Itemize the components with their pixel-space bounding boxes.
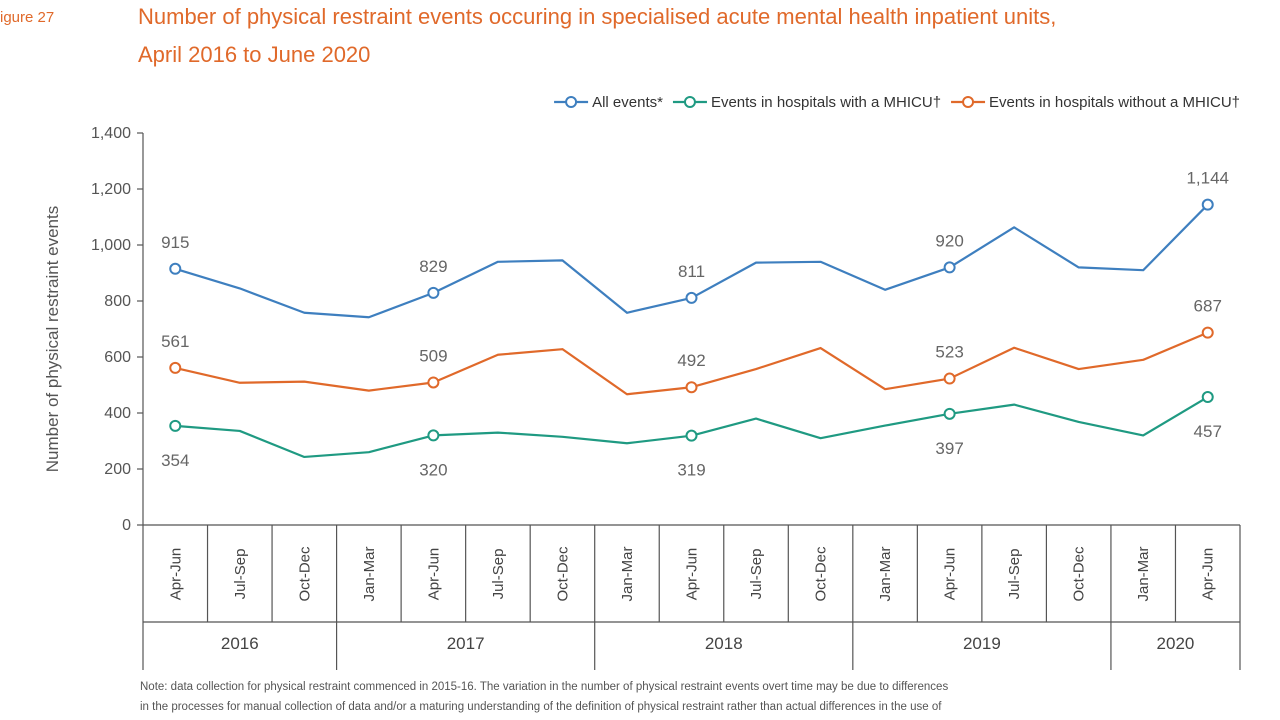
- legend-label-without: Events in hospitals without a MHICU†: [989, 94, 1240, 111]
- x-category-label: Jan-Mar: [619, 546, 636, 601]
- data-label-all: 920: [935, 231, 963, 250]
- legend-label-all: All events*: [592, 94, 663, 111]
- x-category-label: Apr-Jun: [425, 548, 442, 601]
- data-point-with: [943, 407, 956, 420]
- x-category-label: Oct-Dec: [554, 546, 571, 602]
- data-label-all: 811: [678, 262, 705, 281]
- x-category-label: Jan-Mar: [877, 546, 894, 601]
- x-category-label: Jan-Mar: [1135, 546, 1152, 601]
- data-point-all: [943, 261, 956, 274]
- chart-title-line2: April 2016 to June 2020: [138, 42, 370, 67]
- x-category-label: Jul-Sep: [1006, 549, 1023, 600]
- legend: Events in hospitals without a MHICU† Even…: [554, 94, 1240, 111]
- data-point-all: [685, 291, 698, 304]
- y-tick-label: 600: [104, 349, 131, 366]
- data-point-with: [427, 429, 440, 442]
- year-label: 2019: [963, 634, 1001, 653]
- x-category-label: Jul-Sep: [748, 549, 765, 600]
- data-label-with: 320: [419, 460, 447, 479]
- x-axis: Apr-Jun Jul-Sep Oct-Dec Jan-Mar Apr-Jun Jul-S…: [142, 524, 1241, 670]
- year-label: 2016: [221, 634, 259, 653]
- y-axis: 0 200 400 600 800 1,000 1,200 1,400: [91, 125, 144, 534]
- data-label-without: 509: [419, 346, 447, 365]
- y-tick-label: 1,400: [91, 125, 131, 142]
- data-point-with: [685, 429, 698, 442]
- data-label-with: 354: [161, 451, 189, 470]
- x-category-label: Apr-Jun: [942, 548, 959, 601]
- y-tick-label: 0: [122, 517, 131, 534]
- data-point-without: [685, 381, 698, 394]
- x-category-label: Oct-Dec: [813, 546, 830, 602]
- legend-marker-with: [683, 96, 696, 108]
- x-category-label: Oct-Dec: [1071, 546, 1088, 602]
- data-label-without: 561: [161, 332, 189, 351]
- data-label-all: 915: [161, 233, 189, 252]
- data-label-with: 397: [935, 439, 963, 458]
- data-label-without: 492: [677, 351, 705, 370]
- data-point-with: [1201, 391, 1214, 404]
- legend-label-with: Events in hospitals with a MHICU†: [711, 94, 941, 111]
- data-point-without: [1201, 326, 1214, 339]
- x-category-label: Apr-Jun: [167, 548, 184, 601]
- legend-marker-without: [962, 96, 975, 108]
- y-tick-label: 1,200: [91, 181, 131, 198]
- figure-label: igure 27: [0, 9, 54, 26]
- x-category-label: Apr-Jun: [684, 548, 701, 601]
- data-label-with: 319: [677, 461, 705, 480]
- data-label-all: 1,144: [1186, 169, 1229, 188]
- legend-marker-all: [565, 96, 578, 108]
- data-label-all: 829: [419, 257, 447, 276]
- data-point-without: [943, 372, 956, 385]
- y-tick-label: 800: [104, 293, 131, 310]
- x-category-label: Oct-Dec: [296, 546, 313, 602]
- data-point-all: [427, 286, 440, 299]
- data-point-all: [169, 262, 182, 275]
- data-label-without: 523: [935, 343, 963, 362]
- series-line-with: [175, 396, 1209, 459]
- data-point-all: [1201, 198, 1214, 211]
- data-labels: 915 829 811 920 1,144 354 320 319 397 457 561 509 49…: [161, 169, 1229, 480]
- series-layer: [169, 198, 1214, 459]
- data-label-without: 687: [1194, 297, 1222, 316]
- y-tick-label: 200: [104, 461, 131, 478]
- y-axis-label: Number of physical restraint events: [43, 206, 62, 472]
- data-label-with: 457: [1194, 422, 1222, 441]
- data-point-without: [427, 376, 440, 389]
- year-label: 2017: [447, 634, 485, 653]
- data-point-with: [169, 419, 182, 432]
- note-line1: Note: data collection for physical restr…: [140, 681, 948, 693]
- x-category-label: Jul-Sep: [232, 549, 249, 600]
- note-line2: in the processes for manual collection o…: [140, 701, 942, 713]
- year-label: 2020: [1157, 634, 1195, 653]
- x-category-label: Jul-Sep: [490, 549, 507, 600]
- data-point-without: [169, 361, 182, 374]
- x-category-label: Jan-Mar: [361, 546, 378, 601]
- year-label: 2018: [705, 634, 743, 653]
- x-category-label: Apr-Jun: [1200, 548, 1217, 601]
- y-tick-label: 400: [104, 405, 131, 422]
- y-tick-label: 1,000: [91, 237, 131, 254]
- chart-title-line1: Number of physical restraint events occu…: [138, 4, 1056, 29]
